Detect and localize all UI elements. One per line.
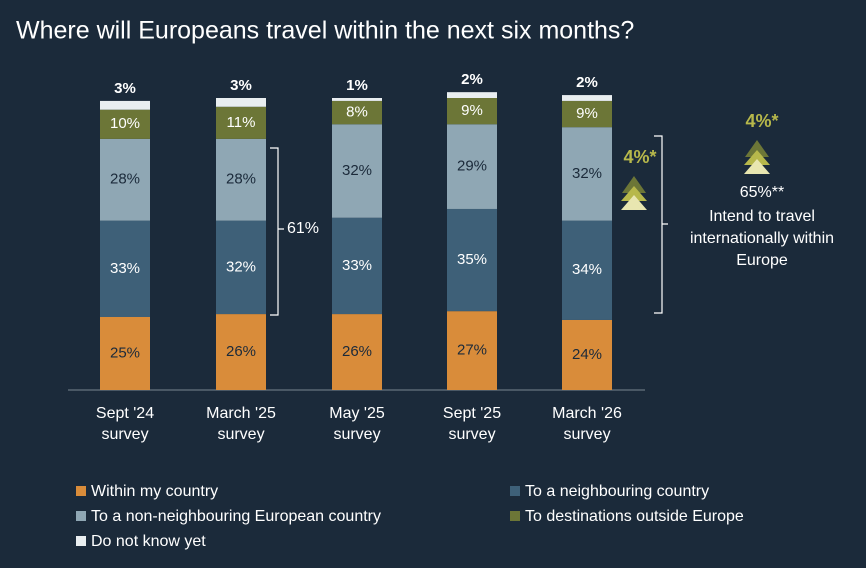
- growth-icon: [744, 150, 770, 165]
- data-label: 35%: [457, 251, 487, 268]
- bar-segment: [447, 208, 497, 312]
- bar-segment: [216, 220, 266, 315]
- bar-segment: [447, 124, 497, 209]
- legend-label: Within my country: [91, 483, 218, 500]
- data-label: 32%: [226, 258, 256, 275]
- data-label: 26%: [342, 343, 372, 360]
- bar-segment: [562, 127, 612, 221]
- bar-segment: [100, 317, 150, 390]
- bar-segment: [332, 314, 382, 390]
- bar-segment: [447, 311, 497, 390]
- bar-segment: [562, 319, 612, 390]
- data-label: 9%: [461, 102, 483, 119]
- bar-segment: [332, 98, 382, 101]
- bracket: [654, 135, 668, 314]
- bar-segment: [332, 217, 382, 315]
- data-label: 33%: [110, 260, 140, 277]
- bar-segment: [216, 98, 266, 107]
- growth-icon: [622, 176, 646, 193]
- bar-segment: [447, 98, 497, 125]
- growth-label: 4%*: [623, 147, 656, 167]
- data-label: 27%: [457, 342, 487, 359]
- data-label: 28%: [110, 171, 140, 188]
- bar-segment: [100, 109, 150, 139]
- data-label: 32%: [342, 162, 372, 179]
- intent-text: Intend to travel internationally within …: [689, 208, 835, 269]
- bracket-label: 61%: [287, 220, 319, 237]
- bar-segment: [216, 138, 266, 221]
- bar-segment: [447, 92, 497, 98]
- growth-label: 4%*: [745, 111, 778, 131]
- legend-swatch: [510, 486, 520, 496]
- bar-segment: [562, 100, 612, 128]
- bar-segment: [562, 95, 612, 101]
- data-label: 28%: [226, 171, 256, 188]
- bracket: [270, 147, 284, 316]
- growth-icon: [621, 186, 647, 201]
- data-label: 29%: [457, 158, 487, 175]
- data-label: 25%: [110, 344, 140, 361]
- bar-segment: [100, 100, 150, 110]
- legend-label: Do not know yet: [91, 533, 206, 550]
- data-label: 11%: [227, 114, 256, 131]
- bar-segment: [216, 106, 266, 139]
- growth-icon: [745, 140, 769, 157]
- data-label: 9%: [576, 105, 598, 122]
- data-label: 10%: [110, 115, 140, 132]
- data-label: 34%: [572, 261, 602, 278]
- bar-segment: [100, 138, 150, 221]
- data-label: 24%: [572, 346, 602, 363]
- data-label: 8%: [346, 104, 368, 121]
- growth-icon: [621, 195, 647, 210]
- data-label: 26%: [226, 343, 256, 360]
- bar-segment: [216, 314, 266, 390]
- data-label: 3%: [230, 77, 252, 94]
- x-tick-label: March '25 survey: [206, 405, 276, 443]
- data-label: 3%: [114, 80, 136, 97]
- x-tick-label: Sept '24 survey: [95, 405, 155, 443]
- bar-segment: [562, 220, 612, 320]
- x-tick-label: Sept '25 survey: [442, 405, 502, 443]
- chart-title: Where will Europeans travel within the n…: [16, 17, 634, 45]
- data-label: 2%: [576, 74, 598, 91]
- x-tick-label: May '25 survey: [329, 405, 385, 443]
- legend-label: To destinations outside Europe: [525, 508, 744, 525]
- data-label: 32%: [572, 165, 602, 182]
- legend-label: To a neighbouring country: [525, 483, 709, 500]
- legend-swatch: [76, 486, 86, 496]
- legend-swatch: [76, 536, 86, 546]
- legend-swatch: [76, 511, 86, 521]
- growth-icon: [744, 159, 770, 174]
- bar-segment: [100, 220, 150, 317]
- legend-swatch: [510, 511, 520, 521]
- bar-segment: [332, 124, 382, 218]
- legend-label: To a non-neighbouring European country: [91, 508, 381, 525]
- x-tick-label: March '26 survey: [552, 405, 622, 443]
- intent-value: 65%**: [740, 184, 784, 201]
- bar-segment: [332, 100, 382, 125]
- data-label: 1%: [346, 77, 368, 94]
- data-label: 2%: [461, 71, 483, 88]
- data-label: 33%: [342, 257, 372, 274]
